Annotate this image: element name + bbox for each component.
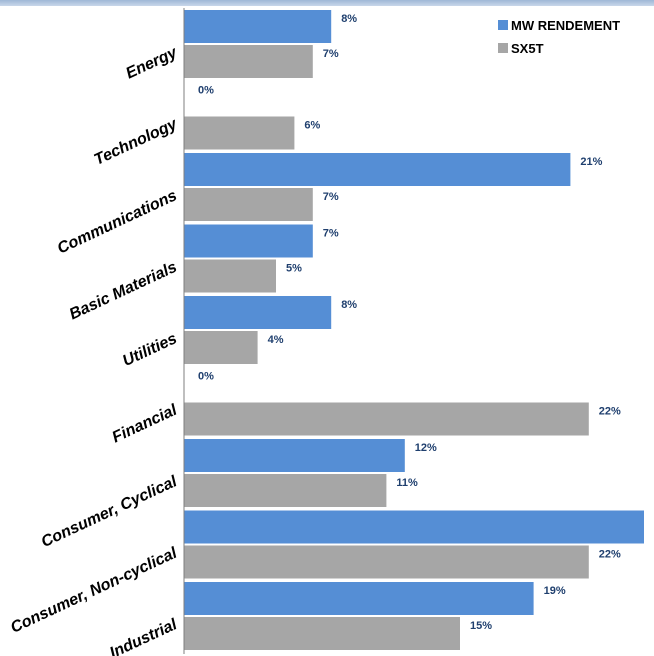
bar-mw-rendement-energy <box>184 10 332 43</box>
category-label-industrial: Industrial <box>107 616 180 656</box>
category-label-consumer-cyclical: Consumer, Cyclical <box>39 473 180 551</box>
value-label-sx5t-consumer-cyclical: 11% <box>396 477 418 489</box>
value-label-mw-rendement-basic-materials: 7% <box>323 228 339 240</box>
legend-swatch-mw-rendement <box>498 20 508 30</box>
bar-sx5t-technology <box>184 116 295 150</box>
value-label-mw-rendement-consumer-cyclical: 12% <box>415 442 437 454</box>
value-label-sx5t-technology: 6% <box>304 120 320 132</box>
legend-label-mw-rendement: MW RENDEMENT <box>511 18 620 33</box>
category-label-technology: Technology <box>92 115 181 169</box>
bar-sx5t-industrial <box>184 617 460 650</box>
bar-mw-rendement-industrial <box>184 582 534 615</box>
value-label-sx5t-financial: 22% <box>599 406 621 418</box>
value-label-mw-rendement-communications: 21% <box>580 156 602 168</box>
value-label-mw-rendement-utilities: 8% <box>341 299 357 311</box>
value-label-sx5t-utilities: 4% <box>268 334 284 346</box>
value-label-mw-rendement-industrial: 19% <box>544 585 566 597</box>
bar-mw-rendement-communications <box>184 153 571 186</box>
bar-mw-rendement-consumer-non-cyclical <box>184 510 644 544</box>
value-label-sx5t-basic-materials: 5% <box>286 263 302 275</box>
category-label-energy: Energy <box>123 44 180 83</box>
category-label-financial: Financial <box>110 401 181 446</box>
value-label-sx5t-communications: 7% <box>323 191 339 203</box>
legend-swatch-sx5t <box>498 43 508 53</box>
bar-sx5t-consumer-cyclical <box>184 474 387 507</box>
category-label-utilities: Utilities <box>120 330 180 370</box>
value-label-sx5t-consumer-non-cyclical: 22% <box>599 549 621 561</box>
bar-mw-rendement-basic-materials <box>184 224 313 258</box>
category-label-basic-materials: Basic Materials <box>67 259 180 324</box>
bar-sx5t-utilities <box>184 331 258 364</box>
category-label-communications: Communications <box>55 187 180 257</box>
bar-sx5t-communications <box>184 188 313 221</box>
value-label-sx5t-industrial: 15% <box>470 620 492 632</box>
value-label-mw-rendement-technology: 0% <box>198 85 214 97</box>
value-label-mw-rendement-energy: 8% <box>341 13 357 25</box>
bar-sx5t-basic-materials <box>184 259 276 293</box>
value-label-sx5t-energy: 7% <box>323 48 339 60</box>
bars-group <box>184 10 644 650</box>
bar-sx5t-consumer-non-cyclical <box>184 545 589 579</box>
category-label-consumer-non-cyclical: Consumer, Non-cyclical <box>8 544 180 636</box>
bar-mw-rendement-consumer-cyclical <box>184 439 405 472</box>
bar-sx5t-energy <box>184 45 313 78</box>
value-labels-group: 8%7%0%6%21%7%7%5%8%4%0%22%12%11%25%22%19… <box>198 13 621 632</box>
top-border-strip <box>0 0 654 6</box>
legend-label-sx5t: SX5T <box>511 41 544 56</box>
bar-sx5t-financial <box>184 402 589 436</box>
value-label-mw-rendement-financial: 0% <box>198 371 214 383</box>
legend: MW RENDEMENT SX5T <box>498 18 620 56</box>
bar-mw-rendement-utilities <box>184 296 332 329</box>
